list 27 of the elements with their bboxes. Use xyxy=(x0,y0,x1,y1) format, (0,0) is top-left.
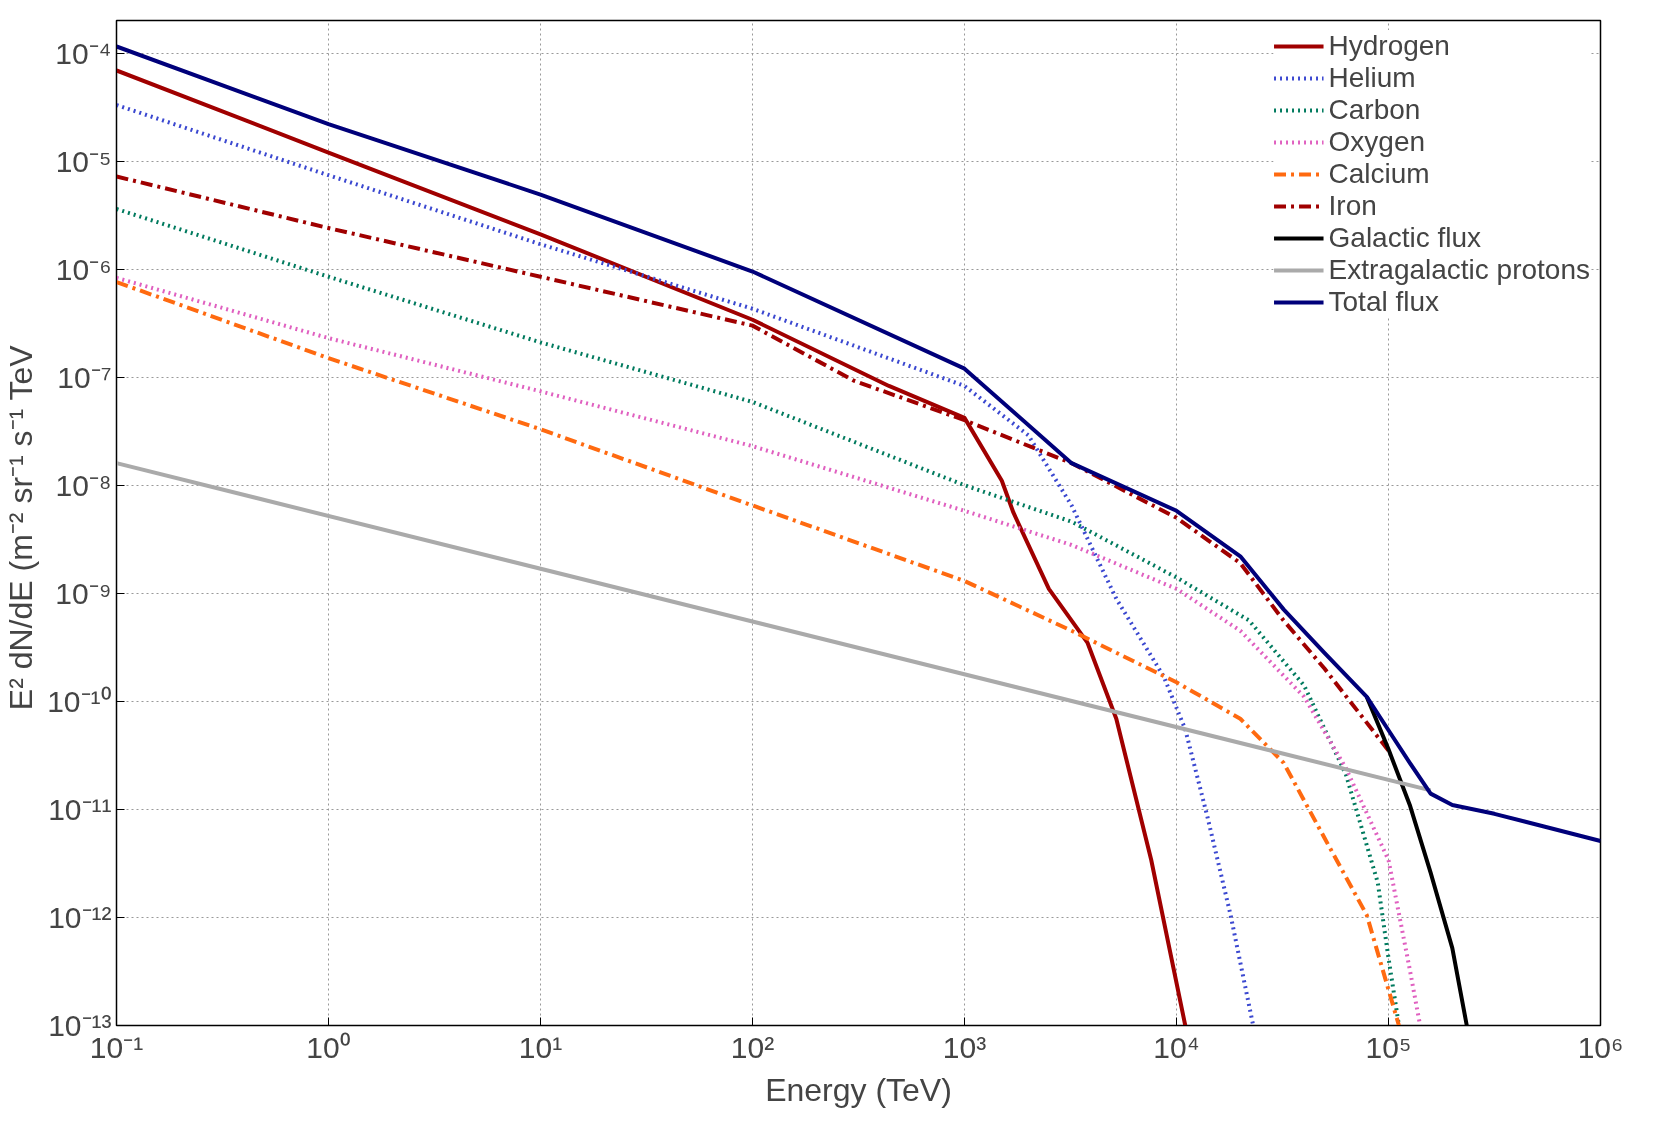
y-tick-label: 10⁻⁷ xyxy=(57,360,112,394)
x-tick-label: 10¹ xyxy=(518,1030,563,1064)
legend-label: Oxygen xyxy=(1328,126,1426,158)
x-axis-title: Energy (TeV) xyxy=(765,1071,952,1108)
y-tick-label: 10⁻⁹ xyxy=(55,576,112,610)
y-axis-title: E² dN/dE (m⁻² sr⁻¹ s⁻¹ TeV xyxy=(3,344,40,711)
legend-label: Iron xyxy=(1328,190,1377,222)
legend-label: Galactic flux xyxy=(1328,222,1482,254)
y-tick-label: 10⁻¹¹ xyxy=(48,792,112,826)
x-tick-label: 10⁴ xyxy=(1153,1030,1200,1064)
y-tick-label: 10⁻⁵ xyxy=(55,144,112,178)
y-tick-label: 10⁻¹⁰ xyxy=(47,684,112,718)
legend-label: Total flux xyxy=(1328,286,1440,318)
y-tick-label: 10⁻⁶ xyxy=(55,252,112,286)
y-tick-label: 10⁻⁴ xyxy=(55,36,112,70)
x-tick-label: 10² xyxy=(730,1030,775,1064)
legend-label: Calcium xyxy=(1328,158,1430,190)
x-tick-label: 10⁵ xyxy=(1365,1030,1412,1064)
y-tick-label: 10⁻⁸ xyxy=(55,468,112,502)
legend-label: Extragalactic protons xyxy=(1328,254,1590,286)
x-tick-label: 10⁰ xyxy=(306,1030,351,1064)
x-tick-label: 10³ xyxy=(942,1030,987,1064)
x-tick-label: 10⁶ xyxy=(1577,1030,1624,1064)
legend-label: Carbon xyxy=(1328,94,1421,126)
legend-label: Helium xyxy=(1328,62,1416,94)
legend-label: Hydrogen xyxy=(1328,30,1450,62)
y-tick-label: 10⁻¹² xyxy=(48,900,112,934)
